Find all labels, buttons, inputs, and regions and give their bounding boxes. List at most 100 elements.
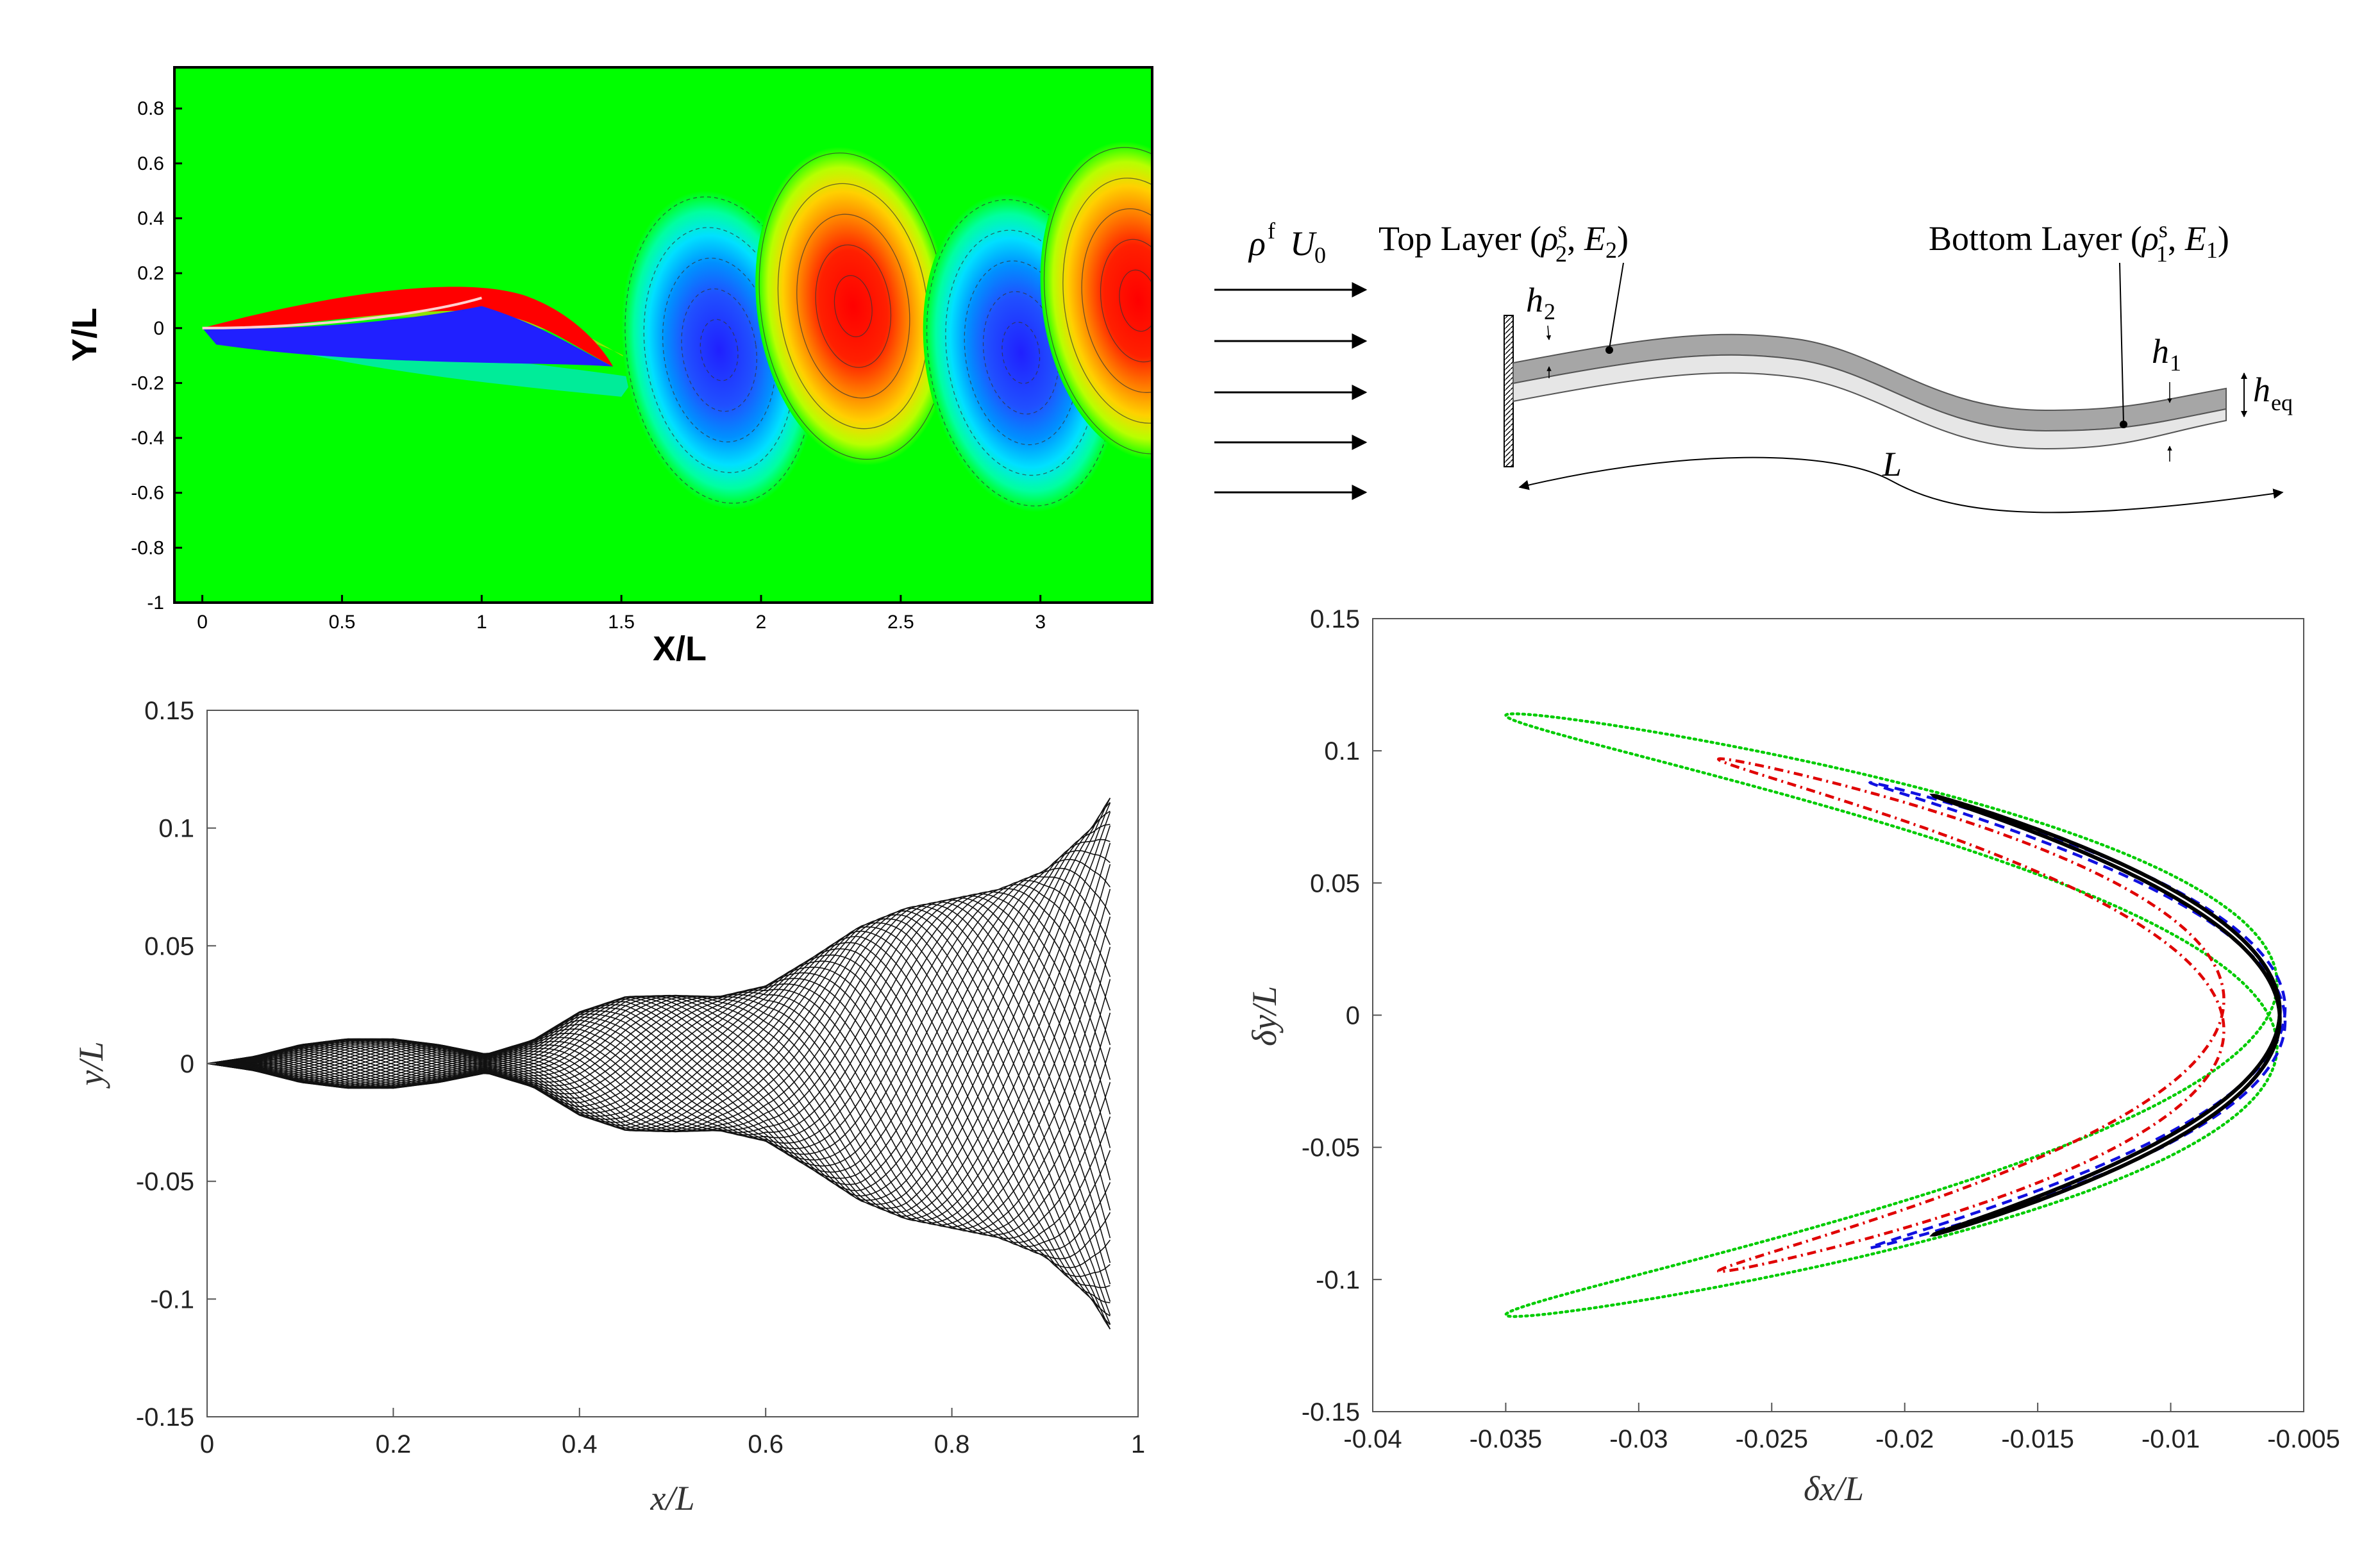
snapshot-line bbox=[207, 905, 1111, 1285]
y-tick-label: 0.15 bbox=[1310, 605, 1360, 633]
beam-schematic-diagram: ρ f U 0 Top Layer (ρs 2, E2) Bottom Layer… bbox=[1214, 217, 2293, 514]
y-tick-label: 0.1 bbox=[1324, 737, 1360, 765]
y-tick-label: -0.15 bbox=[136, 1403, 194, 1432]
flow-density-superscript: f bbox=[1268, 218, 1275, 244]
length-label: L bbox=[1882, 445, 1902, 483]
y-tick-label: -0.1 bbox=[1316, 1266, 1360, 1294]
trajectory-series-4 bbox=[1929, 794, 2282, 1237]
top-layer-label: Top Layer (ρs 2, E2) bbox=[1379, 217, 1629, 267]
top-layer-leader bbox=[1609, 262, 1624, 349]
x-tick-label: 0.8 bbox=[934, 1430, 970, 1458]
y-tick-label: -0.05 bbox=[1302, 1134, 1360, 1162]
beam-centerline bbox=[202, 296, 482, 330]
x-axis-label: δx/L bbox=[1804, 1469, 1864, 1508]
snapshot-line bbox=[207, 876, 1111, 1161]
snapshot-line bbox=[207, 954, 1111, 1269]
plot-frame bbox=[206, 710, 1139, 1417]
x-tick-label: 1.5 bbox=[608, 612, 635, 633]
flow-velocity-subscript: 0 bbox=[1314, 242, 1326, 268]
snapshot-line bbox=[207, 901, 1111, 1239]
h2-symbol: h bbox=[1526, 281, 1543, 319]
snapshot-line bbox=[207, 989, 1111, 1236]
flow-arrows bbox=[1214, 282, 1368, 500]
y-tick-label: -1 bbox=[147, 592, 164, 614]
x-tick-label: 2 bbox=[756, 612, 767, 633]
snapshot-line bbox=[207, 966, 1111, 1251]
trajectory-series-1 bbox=[1504, 712, 2279, 1318]
trajectory-series-2 bbox=[1716, 757, 2225, 1273]
plot-frame bbox=[173, 66, 1153, 604]
snapshot-line bbox=[207, 946, 1111, 1230]
h1-subscript: 1 bbox=[2170, 350, 2181, 376]
flow-velocity-symbol: U bbox=[1290, 224, 1317, 263]
bottom-layer-leader bbox=[2119, 262, 2124, 424]
lower-shear-layer bbox=[202, 306, 614, 367]
y-tick-label: 0.4 bbox=[137, 208, 164, 230]
clamp-support bbox=[1504, 315, 1514, 467]
snapshot-line bbox=[207, 889, 1111, 1226]
trajectory-ticks: -0.04 -0.035 -0.03 -0.025 -0.02 -0.015 -0.01 -0… bbox=[1302, 605, 2340, 1453]
snapshot-line bbox=[207, 899, 1111, 1211]
y-tick-label: -0.4 bbox=[131, 428, 164, 449]
snapshot-line bbox=[207, 979, 1111, 1232]
x-tick-label: 0 bbox=[200, 1430, 214, 1458]
bottom-layer bbox=[1513, 354, 2227, 450]
flow-density-symbol: ρ bbox=[1248, 224, 1266, 263]
snapshot-line bbox=[207, 914, 1111, 1325]
snapshot-line bbox=[207, 798, 1111, 1205]
vorticity-contour-chart: 0 0.5 1 1.5 2 2.5 3 0.8 0.6 0.4 0.2 0 -0.2 -0.4 -0.6 -0… bbox=[65, 66, 1153, 668]
vorticity-ticks: 0 0.5 1 1.5 2 2.5 3 0.8 0.6 0.4 0.2 0 -0.2 -0.4 -0.6 -0… bbox=[131, 98, 1046, 633]
snapshot-line bbox=[207, 918, 1111, 1330]
y-tick-label: 0.05 bbox=[1310, 869, 1360, 898]
vortex-4 bbox=[1040, 141, 1152, 460]
x-axis-label: x/L bbox=[649, 1479, 694, 1517]
snapshot-line bbox=[207, 983, 1111, 1239]
y-axis-label: y/L bbox=[72, 1041, 110, 1089]
y-tick-label: 0.1 bbox=[158, 815, 194, 843]
y-tick-label: -0.05 bbox=[136, 1168, 194, 1196]
snapshot-line bbox=[207, 880, 1111, 1155]
x-tick-label: 2.5 bbox=[887, 612, 914, 633]
y-tick-label: -0.2 bbox=[131, 372, 164, 394]
snapshot-line bbox=[207, 978, 1111, 1243]
snapshot-line bbox=[207, 850, 1110, 1179]
snapshot-line bbox=[207, 972, 1111, 1248]
snapshot-line bbox=[207, 858, 1111, 1173]
y-tick-label: 0 bbox=[180, 1050, 194, 1078]
x-tick-label: -0.035 bbox=[1470, 1425, 1542, 1453]
h2-arrow-top bbox=[1546, 325, 1552, 340]
snapshot-line bbox=[207, 922, 1111, 1330]
y-axis-label: δy/L bbox=[1245, 986, 1284, 1046]
x-tick-label: -0.01 bbox=[2141, 1425, 2200, 1453]
x-tick-label: -0.03 bbox=[1609, 1425, 1668, 1453]
x-tick-label: -0.025 bbox=[1736, 1425, 1808, 1453]
heq-subscript: eq bbox=[2271, 390, 2293, 415]
snapshot-line bbox=[207, 798, 1111, 1209]
upper-shear-layer bbox=[202, 287, 614, 367]
y-tick-label: -0.8 bbox=[131, 537, 164, 558]
y-tick-label: 0 bbox=[153, 318, 164, 339]
snapshot-line bbox=[207, 895, 1111, 1148]
displacement-ticks: 0 0.2 0.4 0.6 0.8 1 0.15 0.1 0.05 0 -0.05 -0.1 -0.15 bbox=[136, 697, 1145, 1458]
snapshot-line bbox=[207, 992, 1111, 1234]
vortex-2 bbox=[755, 147, 951, 465]
vorticity-contour-panel: 0 0.5 1 1.5 2 2.5 3 0.8 0.6 0.4 0.2 0 -0.2 -0.4 -0.6 -0… bbox=[0, 0, 1193, 692]
snapshot-line bbox=[207, 888, 1111, 1144]
h2-subscript: 2 bbox=[1544, 299, 1555, 324]
tip-trajectory-panel: -0.04 -0.035 -0.03 -0.025 -0.02 -0.015 -0.01 -0… bbox=[1193, 577, 2380, 1545]
snapshot-line bbox=[207, 867, 1111, 1167]
y-tick-label: 0 bbox=[1346, 1002, 1360, 1030]
x-tick-label: 0.4 bbox=[562, 1430, 598, 1458]
y-tick-label: 0.2 bbox=[137, 263, 164, 284]
tip-trajectory-chart: -0.04 -0.035 -0.03 -0.025 -0.02 -0.015 -0.01 -0… bbox=[1245, 605, 2340, 1508]
vorticity-field bbox=[202, 141, 1152, 512]
bottom-layer-label: Bottom Layer (ρs 1, E1) bbox=[1929, 217, 2229, 267]
y-axis-label: Y/L bbox=[65, 308, 104, 362]
x-tick-label: 0.2 bbox=[376, 1430, 412, 1458]
x-tick-label: 1 bbox=[1131, 1430, 1145, 1458]
snapshot-line bbox=[207, 842, 1111, 1222]
y-tick-label: 0.15 bbox=[144, 697, 194, 725]
y-tick-label: -0.1 bbox=[150, 1285, 194, 1314]
x-tick-label: 3 bbox=[1035, 612, 1046, 633]
beam-displacement-chart: 0 0.2 0.4 0.6 0.8 1 0.15 0.1 0.05 0 -0.05 -0.1 -0.15… bbox=[72, 697, 1145, 1517]
